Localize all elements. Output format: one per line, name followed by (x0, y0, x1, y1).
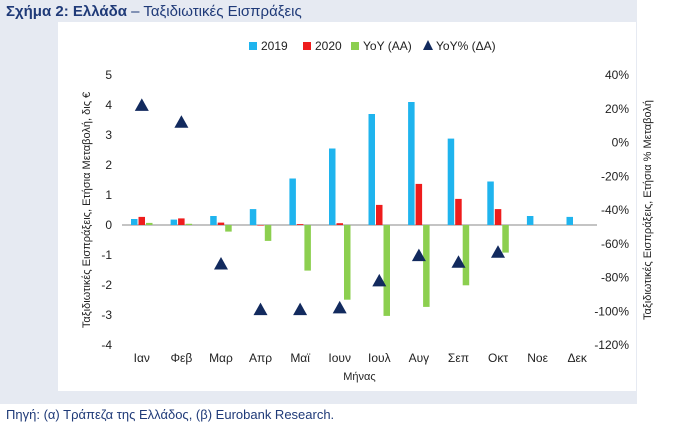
bar-2020-8 (455, 198, 462, 225)
bar-2019-7 (408, 102, 415, 225)
y2-tick-label: -80% (601, 271, 629, 285)
figure-title: Σχήμα 2: Ελλάδα – Ταξιδιωτικές Εισπράξει… (6, 3, 302, 20)
y-tick-label: 2 (105, 158, 112, 172)
y2-tick-label: 40% (605, 68, 629, 82)
bar-2019-1 (170, 219, 178, 225)
y2-tick-label: -100% (594, 304, 629, 318)
x-tick-label: Μαϊ (290, 351, 310, 365)
x-tick-label: Ιαν (134, 351, 150, 365)
yoy-pct-marker-7 (411, 248, 426, 262)
bar-2020-1 (178, 218, 185, 225)
yoy-pct-marker-3 (253, 302, 268, 316)
y2-tick-label: 20% (605, 102, 629, 116)
x-tick-label: Νοε (527, 351, 548, 365)
bar-yoy-aa--7 (423, 225, 430, 307)
bar-2019-11 (566, 216, 573, 225)
y-tick-label: 0 (105, 218, 112, 232)
y-tick-label: 3 (105, 128, 112, 142)
y-tick-label: 5 (105, 68, 112, 82)
legend-swatch-1 (303, 42, 311, 50)
figure-title-rest: – Ταξιδιωτικές Εισπράξεις (126, 3, 302, 20)
legend-label-0: 2019 (261, 39, 288, 53)
yoy-pct-marker-8 (451, 255, 466, 268)
x-tick-label: Δεκ (568, 351, 588, 365)
legend-label-3: YoY% (ΔΑ) (436, 39, 496, 53)
yoy-pct-marker-2 (214, 257, 228, 270)
x-tick-label: Οκτ (488, 351, 508, 365)
yoy-pct-marker-1 (174, 115, 189, 128)
legend-label-2: YoY (AA) (363, 39, 412, 53)
yoy-pct-marker-5 (332, 300, 347, 314)
bar-2020-0 (138, 216, 145, 225)
bar-2019-2 (210, 216, 217, 225)
bar-2019-8 (447, 138, 455, 225)
bar-2019-6 (368, 114, 375, 225)
bar-2019-10 (526, 216, 534, 225)
legend-swatch-3 (423, 40, 433, 50)
x-tick-label: Ιουλ (368, 351, 391, 365)
y2-tick-label: -40% (601, 203, 629, 217)
bar-yoy-aa--0 (146, 222, 153, 225)
x-axis-title: Μήνας (343, 371, 375, 383)
legend-swatch-0 (249, 42, 257, 50)
y-axis-title: Ταξιδιωτικές Εισπράξεις, Ετήσια Μεταβολή… (81, 92, 93, 328)
bar-yoy-aa--6 (383, 225, 390, 316)
y2-tick-label: -20% (601, 169, 629, 183)
x-tick-label: Αυγ (409, 351, 430, 365)
x-tick-label: Απρ (249, 351, 272, 365)
y2-axis-title: Ταξιδιωτικές Εισπράξεις, Ετήσια % Μεταβο… (642, 100, 654, 320)
source-note: Πηγή: (α) Τράπεζα της Ελλάδος, (β) Eurob… (6, 407, 335, 422)
bar-2019-0 (131, 219, 138, 225)
y2-tick-label: -120% (594, 338, 629, 352)
bar-2019-4 (289, 178, 296, 225)
y-tick-label: -4 (101, 338, 112, 352)
x-tick-label: Μαρ (209, 351, 233, 365)
yoy-pct-marker-0 (134, 98, 149, 111)
y-tick-label: -1 (101, 248, 112, 262)
y-tick-label: -2 (101, 278, 112, 292)
y2-tick-label: -60% (601, 237, 629, 251)
y2-tick-label: 0% (612, 136, 630, 150)
bar-yoy-aa--1 (185, 223, 193, 225)
x-tick-label: Φεβ (170, 351, 192, 365)
yoy-pct-marker-6 (372, 273, 387, 287)
bar-2019-9 (487, 181, 494, 225)
bar-2020-3 (257, 225, 264, 226)
bar-yoy-aa--3 (264, 225, 272, 241)
bar-yoy-aa--8 (462, 225, 470, 286)
bar-yoy-aa--9 (502, 225, 509, 253)
bar-yoy-aa--4 (304, 225, 311, 271)
bar-2020-2 (217, 222, 225, 225)
bar-2020-9 (494, 209, 502, 225)
bar-2020-7 (415, 183, 423, 225)
bar-2020-4 (296, 224, 304, 225)
bar-2020-5 (336, 223, 343, 225)
bar-2019-3 (249, 209, 257, 225)
bar-yoy-aa--5 (344, 225, 351, 300)
x-tick-label: Ιουν (328, 351, 351, 365)
y-tick-label: 4 (105, 98, 112, 112)
legend-swatch-2 (351, 42, 359, 50)
bar-2020-6 (376, 204, 383, 225)
yoy-pct-marker-4 (293, 302, 308, 316)
bar-2019-5 (329, 148, 336, 225)
yoy-pct-marker-9 (491, 245, 505, 258)
x-tick-label: Σεπ (448, 351, 469, 365)
legend-label-1: 2020 (315, 39, 342, 53)
y-tick-label: 1 (105, 188, 112, 202)
y-tick-label: -3 (101, 308, 112, 322)
figure-title-prefix: Σχήμα 2: Ελλάδα (6, 3, 127, 20)
bar-yoy-aa--2 (225, 225, 232, 232)
chart-area (58, 22, 636, 391)
